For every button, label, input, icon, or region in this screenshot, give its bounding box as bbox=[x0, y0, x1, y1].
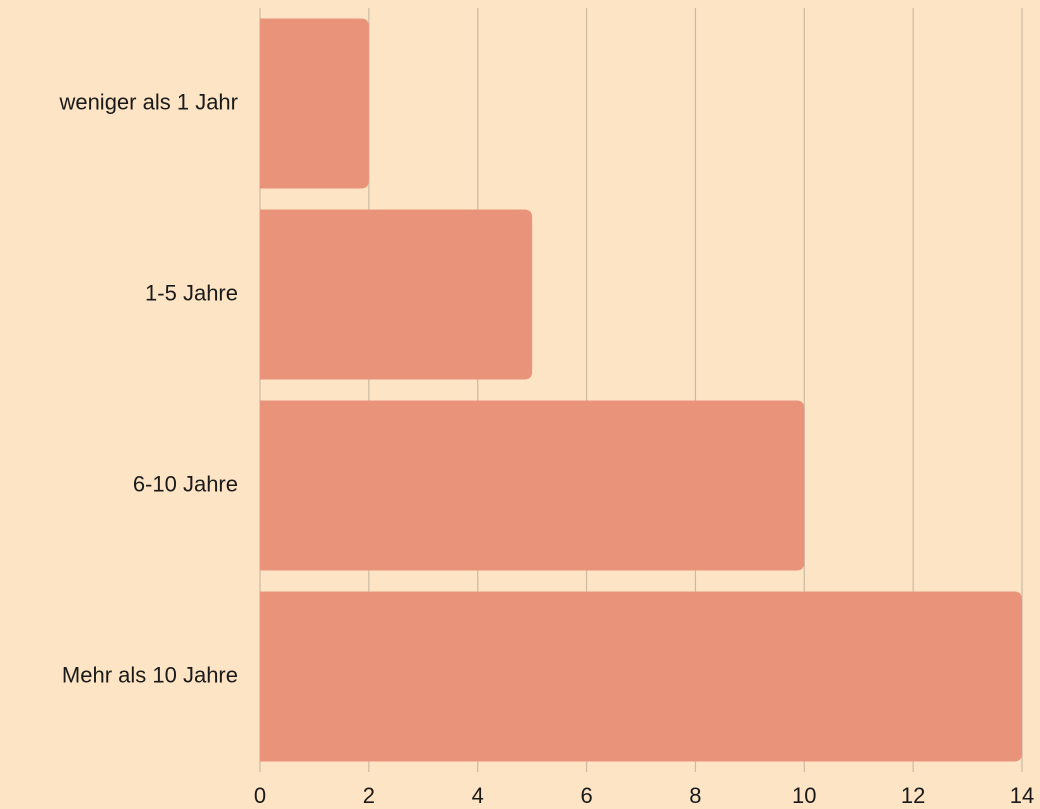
x-tick-label: 0 bbox=[254, 783, 266, 808]
x-tick-label: 14 bbox=[1010, 783, 1034, 808]
bar bbox=[260, 400, 805, 571]
bar bbox=[260, 18, 369, 189]
y-tick-label: 1-5 Jahre bbox=[145, 280, 238, 305]
y-tick-label: 6-10 Jahre bbox=[133, 471, 238, 496]
bar bbox=[260, 209, 533, 380]
x-tick-label: 6 bbox=[580, 783, 592, 808]
bar bbox=[260, 591, 1022, 762]
y-tick-label: Mehr als 10 Jahre bbox=[62, 662, 238, 687]
x-tick-label: 8 bbox=[689, 783, 701, 808]
x-tick-label: 4 bbox=[472, 783, 484, 808]
y-tick-label: weniger als 1 Jahr bbox=[58, 89, 238, 114]
x-tick-label: 12 bbox=[901, 783, 925, 808]
x-tick-label: 10 bbox=[792, 783, 816, 808]
x-tick-label: 2 bbox=[363, 783, 375, 808]
